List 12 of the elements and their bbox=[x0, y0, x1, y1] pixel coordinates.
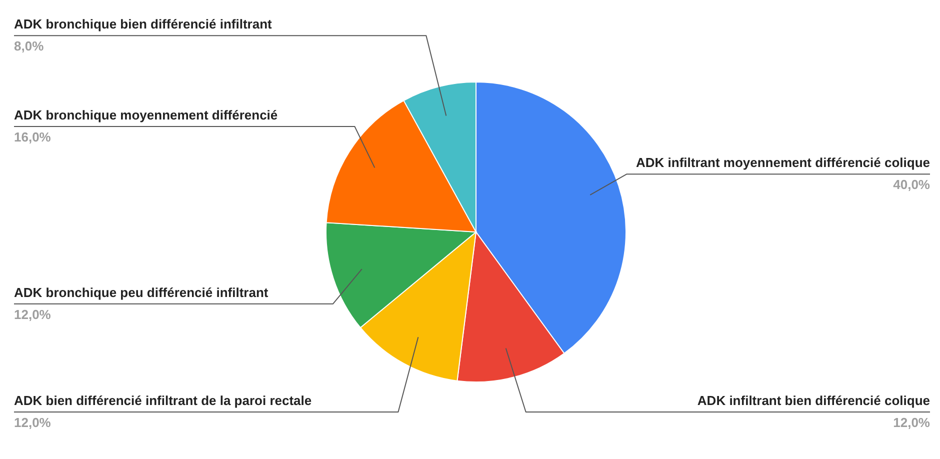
slice-label: ADK bronchique peu différencié infiltrant bbox=[14, 284, 269, 300]
data-label: 12,0% bbox=[14, 415, 52, 430]
data-label: 40,0% bbox=[893, 177, 930, 192]
data-label: 16,0% bbox=[14, 129, 52, 144]
data-label: 12,0% bbox=[893, 415, 930, 430]
slice-label: ADK infiltrant moyennement différencié colique bbox=[636, 155, 930, 170]
slice-label: ADK bien différencié infiltrant de la paroi rectale bbox=[14, 393, 312, 408]
data-label: 8,0% bbox=[14, 38, 44, 54]
slice-label: ADK bronchique bien différencié infiltrant bbox=[14, 16, 273, 32]
slice-label: ADK bronchique moyennement différencié bbox=[14, 107, 278, 122]
slice-label: ADK infiltrant bien différencié colique bbox=[697, 393, 930, 408]
data-label: 12,0% bbox=[14, 306, 52, 322]
